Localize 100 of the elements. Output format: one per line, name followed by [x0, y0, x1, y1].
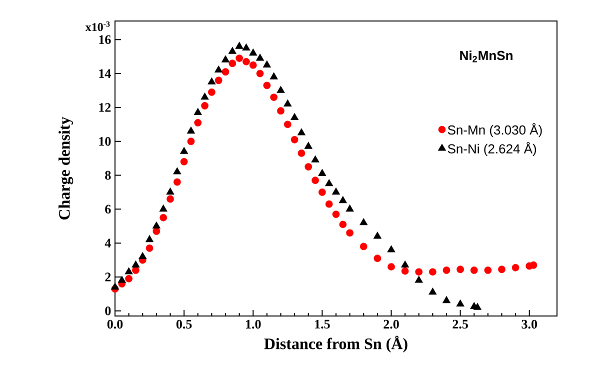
point: [360, 218, 368, 226]
point: [387, 246, 396, 252]
x-axis-title: Distance from Sn (Å): [264, 336, 408, 352]
y-tick-label: 2: [105, 272, 111, 282]
point: [388, 263, 395, 271]
point: [470, 266, 478, 274]
point: [166, 195, 174, 203]
point: [332, 188, 340, 195]
text: x10$^{-3}$: [85, 21, 110, 32]
point: [263, 60, 271, 68]
point: [311, 156, 320, 162]
y-tick-label: 16: [99, 35, 111, 44]
point: [138, 252, 146, 260]
point: [166, 188, 174, 195]
y-tick-label: 14: [99, 69, 111, 78]
point: [146, 244, 154, 252]
point: [325, 179, 333, 186]
point: [360, 242, 368, 250]
point: [152, 228, 160, 235]
x-tick-label: 2.5: [452, 320, 468, 329]
point: [456, 266, 464, 274]
point: [242, 44, 250, 51]
point: [125, 274, 133, 282]
point: [346, 204, 354, 212]
point: [222, 68, 230, 76]
point: [256, 54, 264, 61]
point: [332, 210, 340, 218]
point: [249, 48, 257, 56]
y-tick-label: 8: [105, 170, 111, 180]
y-axis-title: Charge density: [58, 116, 74, 220]
point: [160, 204, 168, 212]
point: [236, 54, 244, 62]
y-tick-label: 4: [104, 238, 111, 248]
point: [132, 266, 140, 274]
point: [277, 107, 284, 115]
point: [236, 42, 244, 49]
point: [111, 282, 119, 290]
point: [242, 58, 250, 66]
point: [290, 136, 298, 144]
point: [270, 94, 278, 101]
point: [180, 147, 188, 154]
point: [249, 61, 257, 69]
legend-label: Sn-Mn (3.030 Å): [448, 123, 542, 138]
point: [512, 264, 520, 272]
point: [428, 268, 436, 276]
point: [312, 176, 319, 184]
point: [456, 300, 464, 307]
point: [270, 72, 278, 80]
point: [160, 214, 168, 222]
point: [339, 196, 347, 204]
point: [180, 158, 188, 166]
point: [318, 188, 326, 196]
y-tick-label: 10: [99, 136, 111, 146]
point: [442, 266, 450, 274]
point: [214, 76, 222, 84]
point: [208, 88, 216, 96]
point: [263, 82, 271, 90]
point: [173, 168, 181, 174]
point: [222, 56, 230, 62]
point: [201, 102, 208, 110]
point: [228, 60, 236, 68]
point: [346, 229, 354, 237]
point: [474, 303, 482, 310]
point: [125, 268, 133, 274]
x-tick-label: 3.0: [522, 320, 538, 329]
x-tick-label: 0.5: [176, 320, 192, 329]
point: [284, 100, 292, 106]
x-tick-label: 2.0: [384, 320, 399, 329]
point: [374, 254, 382, 262]
point: [498, 266, 506, 274]
point: [415, 276, 423, 283]
x-tick-label: 1.0: [246, 320, 261, 329]
point: [228, 47, 236, 54]
point: [208, 78, 216, 84]
point: [194, 119, 202, 126]
point: [325, 200, 333, 208]
point: [415, 268, 423, 276]
point: [401, 260, 409, 268]
annotation: Ni$_{2}$MnSn: [460, 50, 512, 62]
point: [318, 169, 326, 176]
y-tick-label: 12: [99, 103, 111, 112]
point: [118, 276, 126, 283]
point: [530, 261, 538, 269]
point: [132, 260, 140, 268]
point: [304, 142, 312, 149]
point: [401, 267, 409, 275]
point: [276, 86, 285, 93]
point: [339, 220, 347, 228]
point: [284, 120, 292, 128]
point: [146, 235, 154, 242]
point: [374, 232, 382, 239]
point: [173, 178, 181, 186]
point: [187, 126, 195, 134]
x-tick-label: 0.0: [107, 320, 123, 329]
point: [428, 288, 436, 295]
point: [256, 70, 264, 78]
point: [298, 128, 306, 136]
point: [200, 92, 209, 100]
point: [214, 66, 222, 73]
y-tick-label: 6: [105, 204, 111, 214]
